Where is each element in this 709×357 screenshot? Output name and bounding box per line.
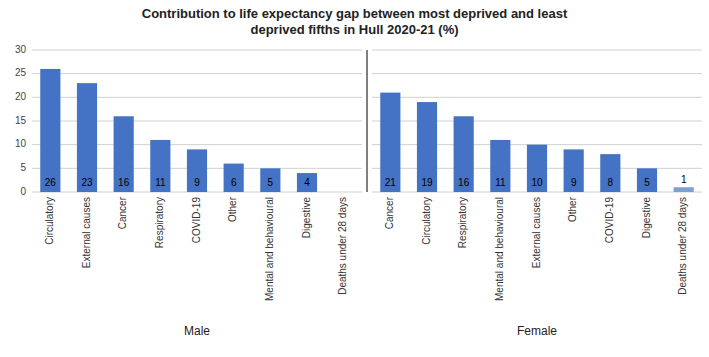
data-label: 16: [118, 177, 130, 188]
y-tick-label: 0: [20, 186, 26, 197]
data-label: 19: [421, 177, 433, 188]
data-label: 4: [304, 177, 310, 188]
data-label: 1: [681, 174, 687, 185]
x-tick-label: Digestive: [641, 197, 652, 239]
data-label: 5: [644, 177, 650, 188]
x-tick-label: COVID-19: [191, 197, 202, 244]
y-tick-label: 10: [15, 138, 27, 149]
data-label: 11: [155, 177, 166, 188]
x-tick-label: Deaths under 28 days: [337, 197, 348, 295]
title: Contribution to life expectancy gap betw…: [142, 6, 568, 37]
y-tick-label: 30: [15, 44, 27, 55]
bar: [527, 145, 547, 192]
bar: [380, 93, 400, 192]
bar: [674, 187, 694, 192]
bar: [297, 173, 317, 192]
grid-line: [372, 50, 702, 51]
x-tick-label: Respiratory: [154, 197, 165, 248]
x-tick-label: COVID-19: [604, 197, 615, 244]
data-label: 9: [571, 177, 577, 188]
bar: [224, 164, 244, 192]
grid-line: [372, 73, 702, 74]
bar: [150, 140, 170, 192]
data-label: 5: [268, 177, 274, 188]
y-tick-label: 15: [15, 115, 27, 126]
panel-separator: [367, 50, 368, 192]
bar: [40, 69, 60, 192]
bar: [334, 192, 354, 193]
grid-line: [372, 97, 702, 98]
data-label: 26: [45, 177, 57, 188]
data-label: 9: [194, 177, 200, 188]
x-tick-label: Circulatory: [421, 197, 432, 245]
data-label: 16: [458, 177, 470, 188]
title-line: deprived fifths in Hull 2020-21 (%): [250, 22, 458, 37]
x-tick-label: Digestive: [301, 197, 312, 239]
data-label: 10: [531, 177, 543, 188]
bar: [490, 140, 510, 192]
x-tick-label: Respiratory: [457, 197, 468, 248]
x-tick-label: External causes: [81, 197, 92, 268]
x-tick-label: Cancer: [384, 196, 395, 229]
x-tick-label: Mental and behavioural: [494, 197, 505, 301]
x-tick-label: Mental and behavioural: [264, 197, 275, 301]
bar: [637, 168, 657, 192]
bar: [114, 116, 134, 192]
data-label: 23: [81, 177, 93, 188]
bar: [417, 102, 437, 192]
title-line: Contribution to life expectancy gap betw…: [142, 6, 568, 21]
x-tick-label: Deaths under 28 days: [677, 197, 688, 295]
bars: [40, 69, 317, 192]
y-tick-label: 20: [15, 91, 27, 102]
data-label: 6: [231, 177, 237, 188]
bar: [564, 149, 584, 192]
y-tick-label: 25: [15, 67, 27, 78]
chart: Contribution to life expectancy gap betw…: [0, 0, 709, 357]
grid-line: [32, 50, 362, 51]
bar: [260, 168, 280, 192]
x-tick-label: Other: [567, 196, 578, 222]
bars: [380, 93, 694, 192]
bar: [454, 116, 474, 192]
bar: [77, 83, 97, 192]
data-label: 11: [495, 177, 506, 188]
x-tick-label: Cancer: [117, 196, 128, 229]
bar: [187, 149, 207, 192]
bar: [600, 154, 620, 192]
x-axis-label: Male: [184, 324, 210, 338]
x-tick-label: External causes: [531, 197, 542, 268]
x-tick-label: Circulatory: [44, 197, 55, 245]
x-tick-label: Other: [227, 196, 238, 222]
x-axis-label: Female: [517, 324, 557, 338]
data-label: 8: [608, 177, 614, 188]
grid-line: [32, 73, 362, 74]
y-tick-label: 5: [20, 162, 26, 173]
data-label: 21: [385, 177, 397, 188]
